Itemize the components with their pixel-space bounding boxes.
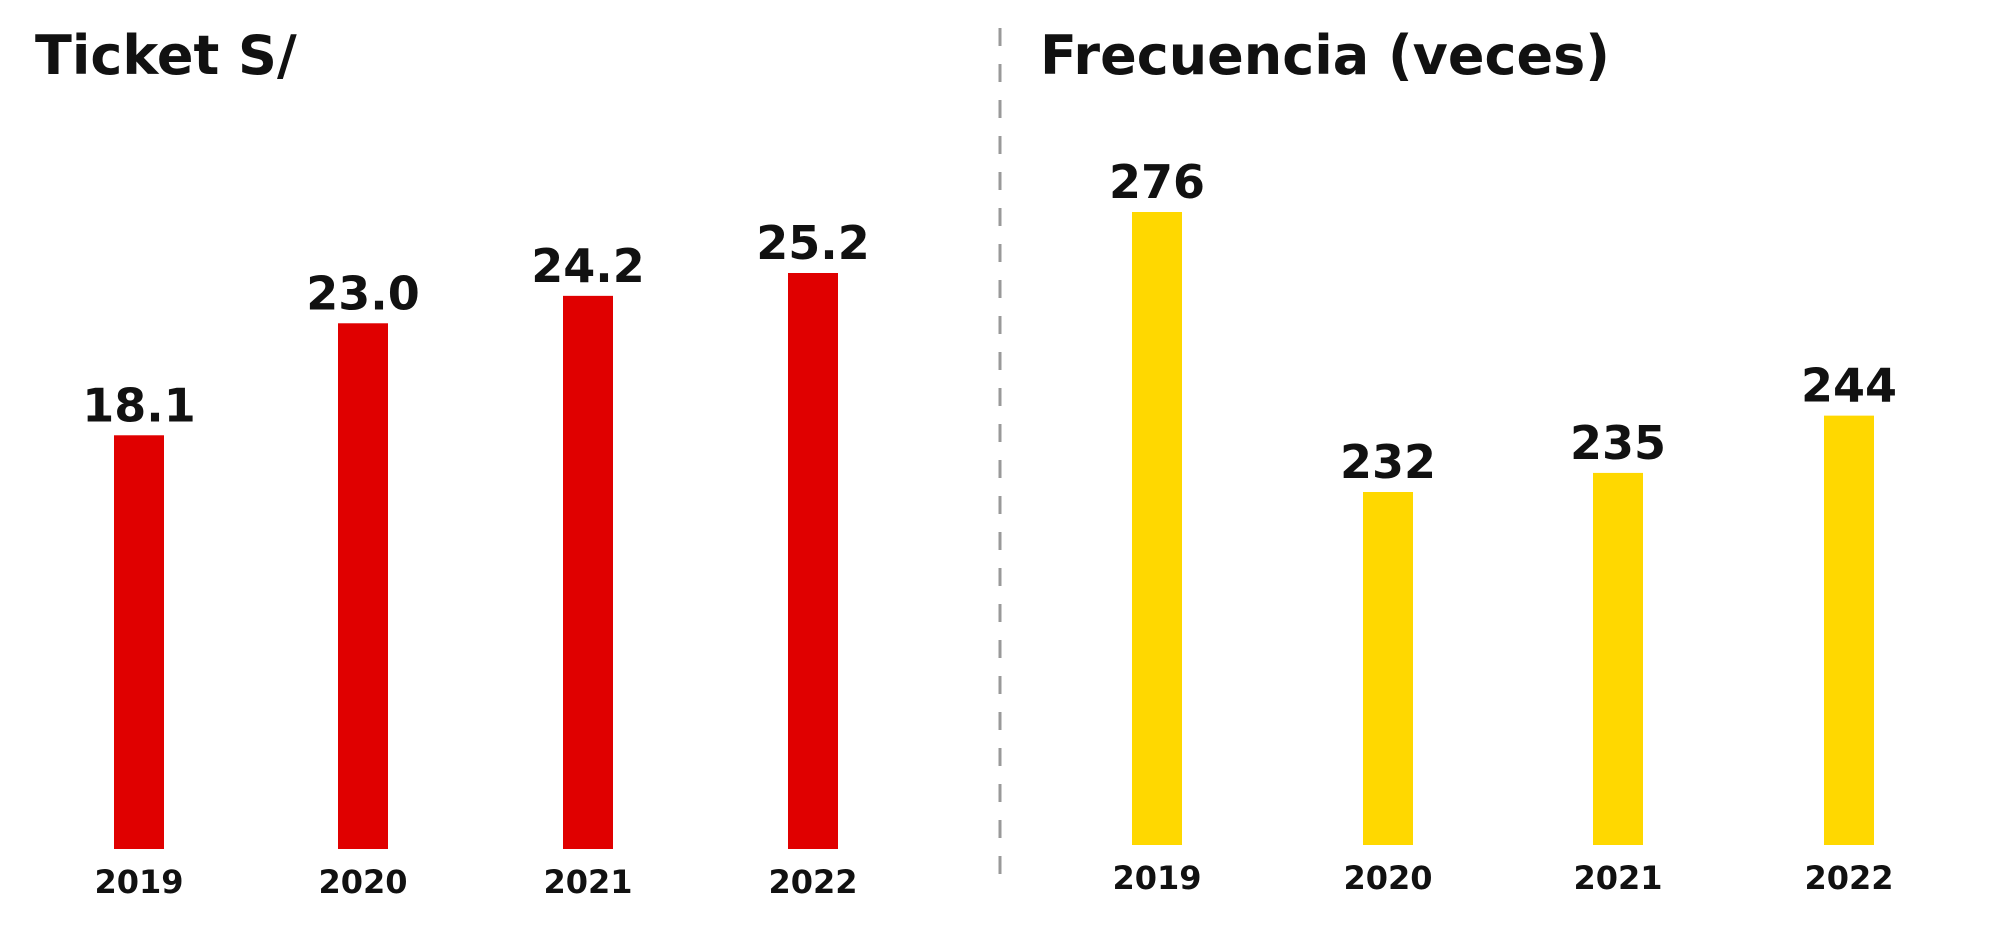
ticket-value-label-2020: 23.0 [306,266,420,320]
frecuencia-bar-2021 [1593,472,1643,845]
frecuencia-tick-label-2021: 2021 [1573,859,1662,897]
frecuencia-panel-title: Frecuencia (veces) [1040,24,1610,87]
ticket-bar-group: 18.1 2019 23.0 2020 24.2 2021 25.2 2022 [82,216,870,901]
frecuencia-bar-2019 [1132,212,1182,845]
frecuencia-tick-label-2020: 2020 [1343,859,1432,897]
ticket-bar-2021 [563,295,613,849]
ticket-tick-label-2022: 2022 [768,863,857,901]
ticket-value-label-2019: 18.1 [82,378,196,432]
frecuencia-value-label-2022: 244 [1801,359,1897,413]
frecuencia-bar-group: 276 2019 232 2020 235 2021 244 2022 [1109,155,1897,897]
frecuencia-tick-label-2019: 2019 [1112,859,1201,897]
ticket-bar-2020 [338,323,388,849]
ticket-tick-label-2020: 2020 [318,863,407,901]
ticket-tick-label-2019: 2019 [94,863,183,901]
ticket-tick-label-2021: 2021 [543,863,632,901]
ticket-value-label-2022: 25.2 [756,216,870,270]
frecuencia-bar-2020 [1363,492,1413,845]
frecuencia-tick-label-2022: 2022 [1804,859,1893,897]
frecuencia-value-label-2019: 276 [1109,155,1205,209]
frecuencia-value-label-2021: 235 [1570,416,1666,470]
frecuencia-bar-2022 [1824,415,1874,845]
ticket-panel-title: Ticket S/ [35,24,297,87]
frecuencia-value-label-2020: 232 [1340,435,1436,489]
ticket-bar-2019 [114,435,164,849]
ticket-bar-2022 [788,273,838,849]
ticket-value-label-2021: 24.2 [531,239,645,293]
